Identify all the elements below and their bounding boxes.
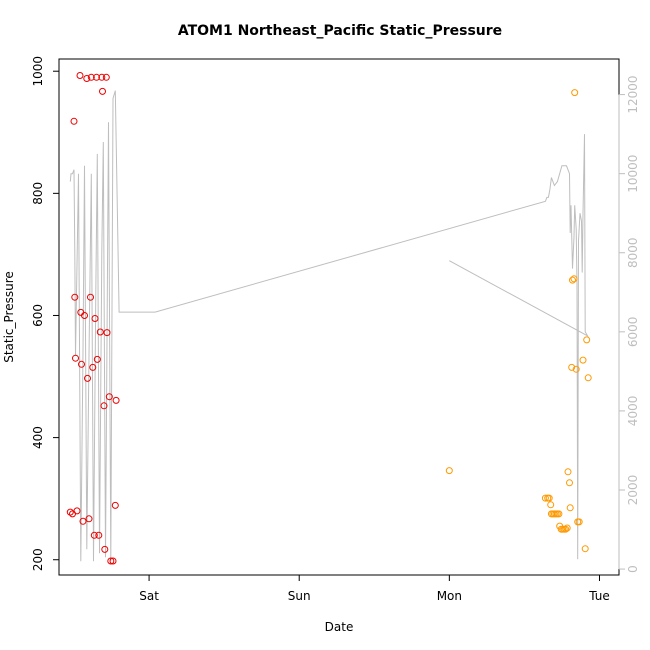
data-point-red <box>93 355 101 363</box>
y-left-tick-label: 1000 <box>31 56 45 87</box>
data-point-orange <box>583 336 591 344</box>
data-point-red <box>105 393 113 401</box>
data-point-red <box>87 293 94 301</box>
data-point-orange <box>566 479 573 487</box>
pressure-line-series <box>69 90 589 562</box>
y-right-tick-label: 4000 <box>626 396 640 427</box>
data-point-orange <box>575 518 583 526</box>
data-point-red <box>95 531 103 539</box>
data-point-red <box>84 374 91 382</box>
y-left-tick-label: 600 <box>31 304 45 327</box>
data-point-red <box>111 501 119 509</box>
data-point-red <box>85 515 93 523</box>
x-axis-label: Date <box>325 620 354 634</box>
data-point-red <box>109 557 117 565</box>
data-point-red <box>81 312 88 319</box>
data-point-red <box>101 545 109 553</box>
data-point-orange <box>445 467 453 475</box>
data-point-orange <box>566 504 574 512</box>
data-point-red <box>73 507 81 515</box>
y-right-tick-label: 2000 <box>626 475 640 506</box>
data-point-red <box>91 315 99 322</box>
data-point-red <box>90 531 98 539</box>
scatter-points-layer <box>66 72 592 565</box>
x-tick-label: Mon <box>437 589 462 603</box>
data-point-red <box>98 73 106 81</box>
y-left-tick-label: 800 <box>31 182 45 205</box>
y-right-tick-label: 0 <box>626 565 640 573</box>
y-left-tick-label: 400 <box>31 426 45 449</box>
data-point-red <box>87 73 95 81</box>
data-point-orange <box>581 545 589 553</box>
y-right-tick-label: 8000 <box>626 237 640 268</box>
x-tick-label: Sat <box>139 589 159 603</box>
y-left-tick-label: 200 <box>31 548 45 571</box>
data-point-orange <box>584 374 592 382</box>
pressure-line-layer <box>69 90 589 562</box>
data-point-red <box>93 73 100 81</box>
data-point-orange <box>572 365 580 373</box>
data-point-orange <box>564 468 572 476</box>
data-point-orange <box>579 356 587 364</box>
data-point-red <box>79 517 87 525</box>
data-point-orange <box>545 494 553 502</box>
data-point-orange <box>562 525 570 533</box>
data-point-red <box>78 360 85 368</box>
data-point-orange <box>568 363 576 371</box>
data-point-red <box>70 117 78 125</box>
data-point-orange <box>570 275 578 283</box>
data-point-orange <box>541 494 549 502</box>
data-point-red <box>100 402 108 410</box>
y-right-tick-label: 6000 <box>626 317 640 348</box>
y-right-tick-label: 12000 <box>626 75 640 113</box>
data-point-orange <box>571 89 579 97</box>
data-point-red <box>96 328 104 336</box>
axes-layer: Sat Sun Mon Tue2004006008001000020004000600… <box>31 56 640 603</box>
x-tick-label: Sun <box>288 589 311 603</box>
data-point-red <box>99 87 106 95</box>
data-point-red <box>102 73 110 81</box>
data-point-red <box>71 293 79 301</box>
data-point-red <box>72 354 79 362</box>
data-point-red <box>107 557 115 565</box>
data-point-red <box>66 508 74 516</box>
y-right-tick-label: 10000 <box>626 155 640 193</box>
data-point-orange <box>569 276 576 284</box>
x-tick-label: Tue <box>588 589 610 603</box>
data-point-orange <box>555 510 563 518</box>
data-point-orange <box>563 524 571 532</box>
data-point-red <box>112 396 120 404</box>
data-point-orange <box>547 501 555 509</box>
chart-title: ATOM1 Northeast_Pacific Static_Pressure <box>178 23 502 39</box>
data-point-red <box>83 75 91 82</box>
y-axis-label: Static_Pressure <box>2 271 16 363</box>
data-point-red <box>103 329 111 337</box>
data-point-red <box>89 363 97 371</box>
data-point-red <box>76 72 84 79</box>
